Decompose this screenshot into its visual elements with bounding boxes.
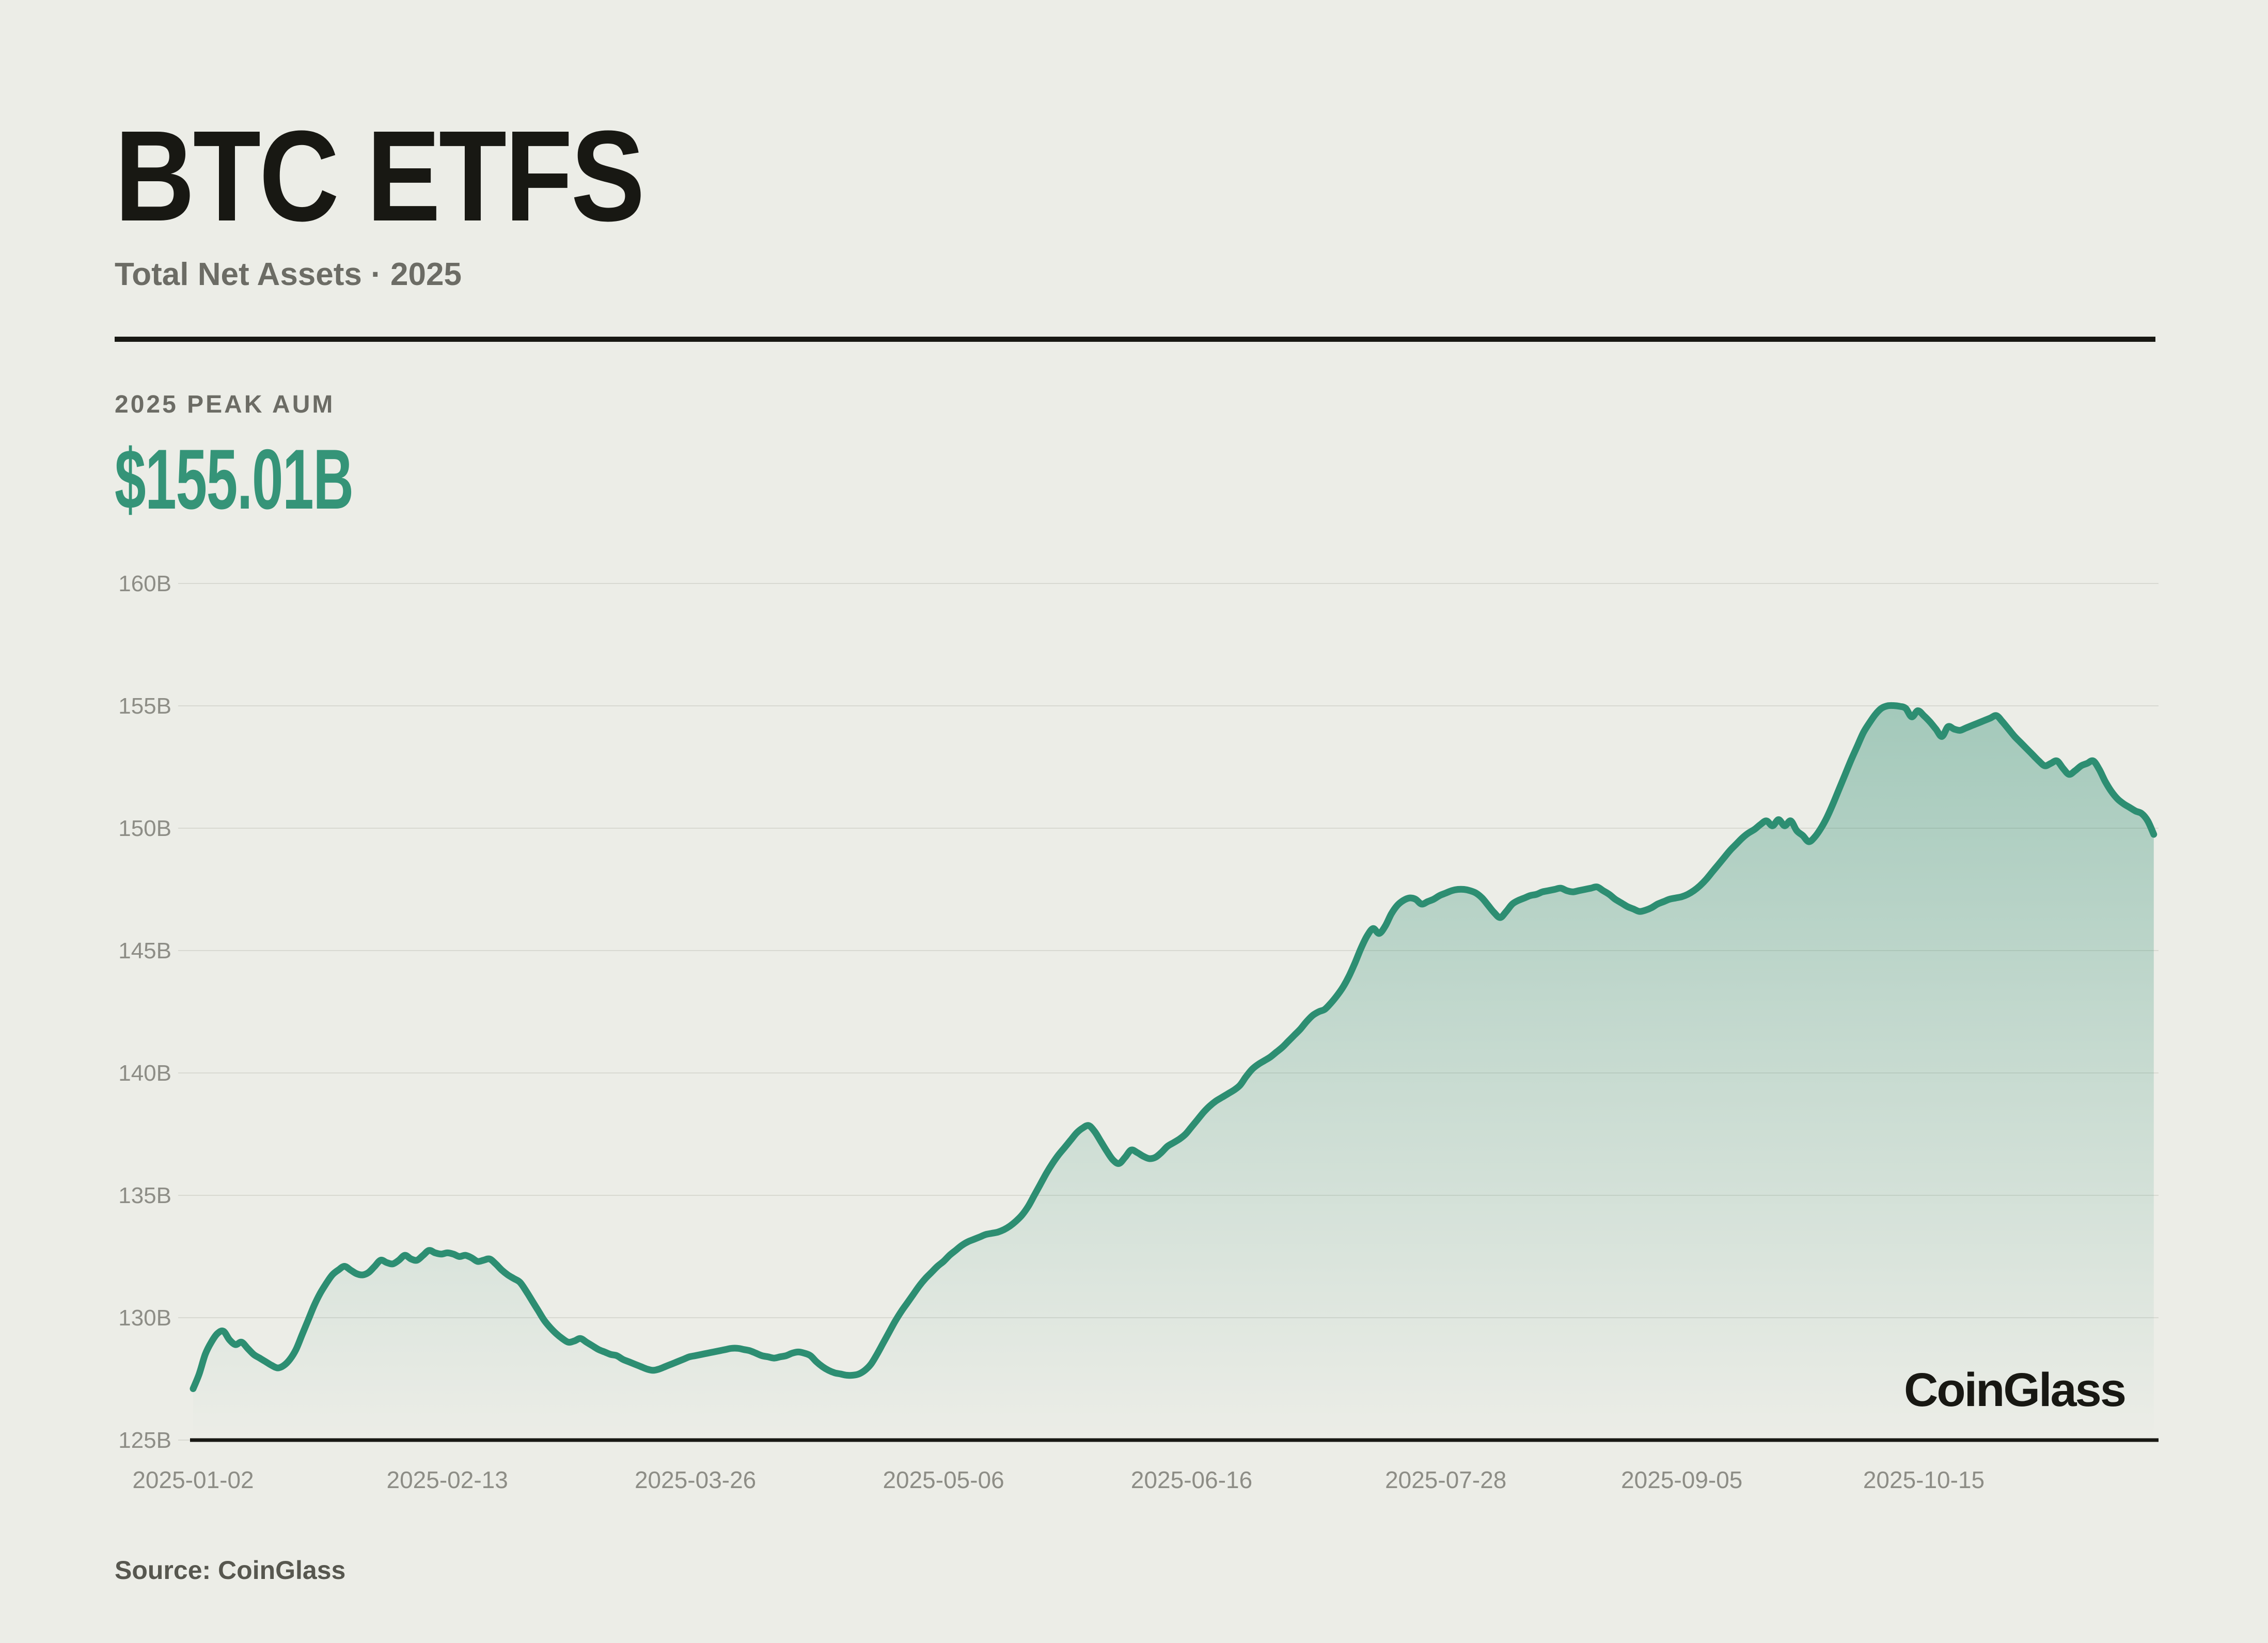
peak-aum-label: 2025 PEAK AUM [115, 391, 335, 418]
y-axis-label-155B: 155B [118, 693, 171, 719]
x-axis-label-2025-03-26: 2025-03-26 [635, 1466, 756, 1493]
y-axis-label-145B: 145B [118, 938, 171, 963]
y-axis-label-125B: 125B [118, 1428, 171, 1453]
x-axis-label-2025-02-13: 2025-02-13 [387, 1466, 508, 1493]
coinglass-logo: CoinGlass [1903, 1364, 2127, 1416]
y-axis-label-130B: 130B [118, 1305, 171, 1331]
peak-aum-value: $155.01B [115, 432, 354, 527]
x-axis-label-2025-05-06: 2025-05-06 [883, 1466, 1004, 1493]
x-axis-label-2025-07-28: 2025-07-28 [1385, 1466, 1506, 1493]
x-axis-label-2025-06-16: 2025-06-16 [1131, 1466, 1252, 1493]
source-credit: Source: CoinGlass [115, 1556, 346, 1585]
area-fill [193, 705, 2154, 1440]
x-axis-label-2025-10-15: 2025-10-15 [1863, 1466, 1984, 1493]
y-axis-label-135B: 135B [118, 1183, 171, 1208]
trend-line [190, 702, 2157, 1392]
header-divider [115, 337, 2155, 342]
y-axis-label-140B: 140B [118, 1061, 171, 1086]
y-axis-label-160B: 160B [118, 571, 171, 596]
y-axis-label-150B: 150B [118, 816, 171, 841]
page-subtitle: Total Net Assets · 2025 [115, 257, 462, 292]
x-axis-label-2025-01-02: 2025-01-02 [132, 1466, 254, 1493]
x-axis-label-2025-09-05: 2025-09-05 [1621, 1466, 1742, 1493]
page-title: BTC ETFS [115, 104, 645, 248]
